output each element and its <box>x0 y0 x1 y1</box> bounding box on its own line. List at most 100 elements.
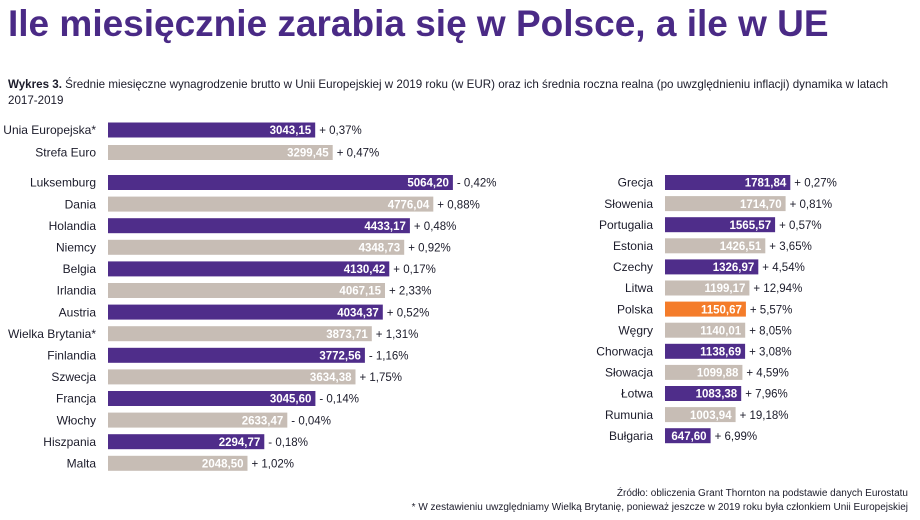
value-label-dania: 4776,04 <box>388 199 430 211</box>
change-label-finlandia: - 1,16% <box>369 351 409 363</box>
page-title: Ile miesięcznie zarabia się w Polsce, a … <box>8 3 829 44</box>
change-label-strefa-euro: + 0,47% <box>337 148 380 160</box>
category-label-litwa: Litwa <box>625 281 653 295</box>
category-label-unia-europejska: Unia Europejska* <box>3 123 96 137</box>
bar-portugalia <box>665 217 776 233</box>
bar-wielka-brytania <box>108 326 372 342</box>
value-label-austria: 4034,37 <box>337 307 379 319</box>
change-label-austria: + 0,52% <box>387 307 430 319</box>
bar-rumunia <box>665 407 736 423</box>
bar-grecja <box>665 175 791 190</box>
value-label-finlandia: 3772,56 <box>319 351 361 363</box>
category-label-polska: Polska <box>617 302 653 316</box>
value-label-hiszpania: 2294,77 <box>219 437 261 449</box>
bar-czechy <box>665 259 759 275</box>
category-label-holandia: Holandia <box>49 219 97 233</box>
value-label-strefa-euro: 3299,45 <box>287 148 329 160</box>
category-label-dania: Dania <box>65 197 97 211</box>
bar-luksemburg <box>108 175 453 190</box>
category-label-portugalia: Portugalia <box>599 218 653 232</box>
category-label-slowenia: Słowenia <box>604 197 653 211</box>
value-label-grecja: 1781,84 <box>745 178 787 190</box>
caption-lead: Wykres 3. <box>8 78 62 91</box>
category-label-austria: Austria <box>59 305 97 319</box>
category-label-lotwa: Łotwa <box>621 387 653 401</box>
value-label-slowacja: 1099,88 <box>697 368 739 380</box>
bar-wlochy <box>108 412 288 428</box>
category-label-szwecja: Szwecja <box>51 370 96 384</box>
change-label-litwa: + 12,94% <box>753 283 802 295</box>
value-label-slowenia: 1714,70 <box>740 199 782 211</box>
source-note: Źródło: obliczenia Grant Thornton na pod… <box>616 488 908 499</box>
change-label-czechy: + 4,54% <box>762 262 805 274</box>
chart-caption: Wykres 3. Średnie miesięczne wynagrodzen… <box>8 77 903 109</box>
bar-wegry <box>665 322 746 338</box>
change-label-slowenia: + 0,81% <box>790 199 833 211</box>
bar-hiszpania <box>108 434 265 450</box>
change-label-chorwacja: + 3,08% <box>749 347 792 359</box>
change-label-belgia: + 0,17% <box>393 264 436 276</box>
change-label-portugalia: + 0,57% <box>779 220 822 232</box>
category-label-niemcy: Niemcy <box>56 241 96 255</box>
bar-belgia <box>108 261 390 277</box>
change-label-lotwa: + 7,96% <box>745 389 788 401</box>
bar-niemcy <box>108 239 405 255</box>
category-label-rumunia: Rumunia <box>605 408 653 422</box>
category-label-estonia: Estonia <box>613 239 653 253</box>
change-label-irlandia: + 2,33% <box>389 286 432 298</box>
bar-strefa-euro <box>108 145 333 160</box>
change-label-polska: + 5,57% <box>750 304 793 316</box>
bar-finlandia <box>108 347 365 363</box>
category-label-chorwacja: Chorwacja <box>596 345 653 359</box>
category-label-finlandia: Finlandia <box>47 349 96 363</box>
change-label-bulgaria: + 6,99% <box>715 431 758 443</box>
category-label-czechy: Czechy <box>613 260 653 274</box>
value-label-estonia: 1426,51 <box>720 241 762 253</box>
category-label-belgia: Belgia <box>63 262 97 276</box>
value-label-wegry: 1140,01 <box>700 325 742 337</box>
value-label-rumunia: 1003,94 <box>690 410 732 422</box>
value-label-malta: 2048,50 <box>202 459 244 471</box>
bar-slowenia <box>665 196 786 212</box>
value-label-holandia: 4433,17 <box>364 221 406 233</box>
value-label-francja: 3045,60 <box>270 394 312 406</box>
value-label-niemcy: 4348,73 <box>359 243 401 255</box>
value-label-czechy: 1326,97 <box>713 262 755 274</box>
category-label-hiszpania: Hiszpania <box>43 435 96 449</box>
caption-text: Średnie miesięczne wynagrodzenie brutto … <box>8 78 889 107</box>
value-label-wielka-brytania: 3873,71 <box>326 329 368 341</box>
category-label-luksemburg: Luksemburg <box>30 176 96 190</box>
value-label-luksemburg: 5064,20 <box>407 178 449 190</box>
category-label-slowacja: Słowacja <box>605 366 653 380</box>
category-label-wielka-brytania: Wielka Brytania* <box>8 327 96 341</box>
bar-szwecja <box>108 369 356 385</box>
value-label-portugalia: 1565,57 <box>730 220 772 232</box>
change-label-rumunia: + 19,18% <box>740 410 789 422</box>
change-label-niemcy: + 0,92% <box>408 243 451 255</box>
value-label-unia-europejska: 3043,15 <box>270 125 312 137</box>
value-label-lotwa: 1083,38 <box>696 389 738 401</box>
value-label-polska: 1150,67 <box>701 304 742 316</box>
bar-malta <box>108 455 248 471</box>
change-label-slowacja: + 4,59% <box>746 368 789 380</box>
change-label-wlochy: - 0,04% <box>291 415 331 427</box>
change-label-estonia: + 3,65% <box>769 241 812 253</box>
value-label-bulgaria: 647,60 <box>671 431 706 443</box>
category-label-malta: Malta <box>67 457 97 471</box>
change-label-grecja: + 0,27% <box>794 178 837 190</box>
category-label-grecja: Grecja <box>618 176 654 190</box>
bar-estonia <box>665 238 766 254</box>
value-label-belgia: 4130,42 <box>344 264 386 276</box>
change-label-holandia: + 0,48% <box>414 221 457 233</box>
bar-francja <box>108 391 316 406</box>
change-label-dania: + 0,88% <box>437 199 480 211</box>
bar-austria <box>108 304 383 320</box>
bar-unia-europejska <box>108 122 316 138</box>
change-label-hiszpania: - 0,18% <box>268 437 308 449</box>
category-label-wegry: Węgry <box>618 323 653 337</box>
category-label-irlandia: Irlandia <box>57 284 97 298</box>
uk-footnote: * W zestawieniu uwzględniamy Wielką Bryt… <box>411 502 908 513</box>
bar-bulgaria <box>665 428 711 444</box>
value-label-szwecja: 3634,38 <box>310 372 352 384</box>
